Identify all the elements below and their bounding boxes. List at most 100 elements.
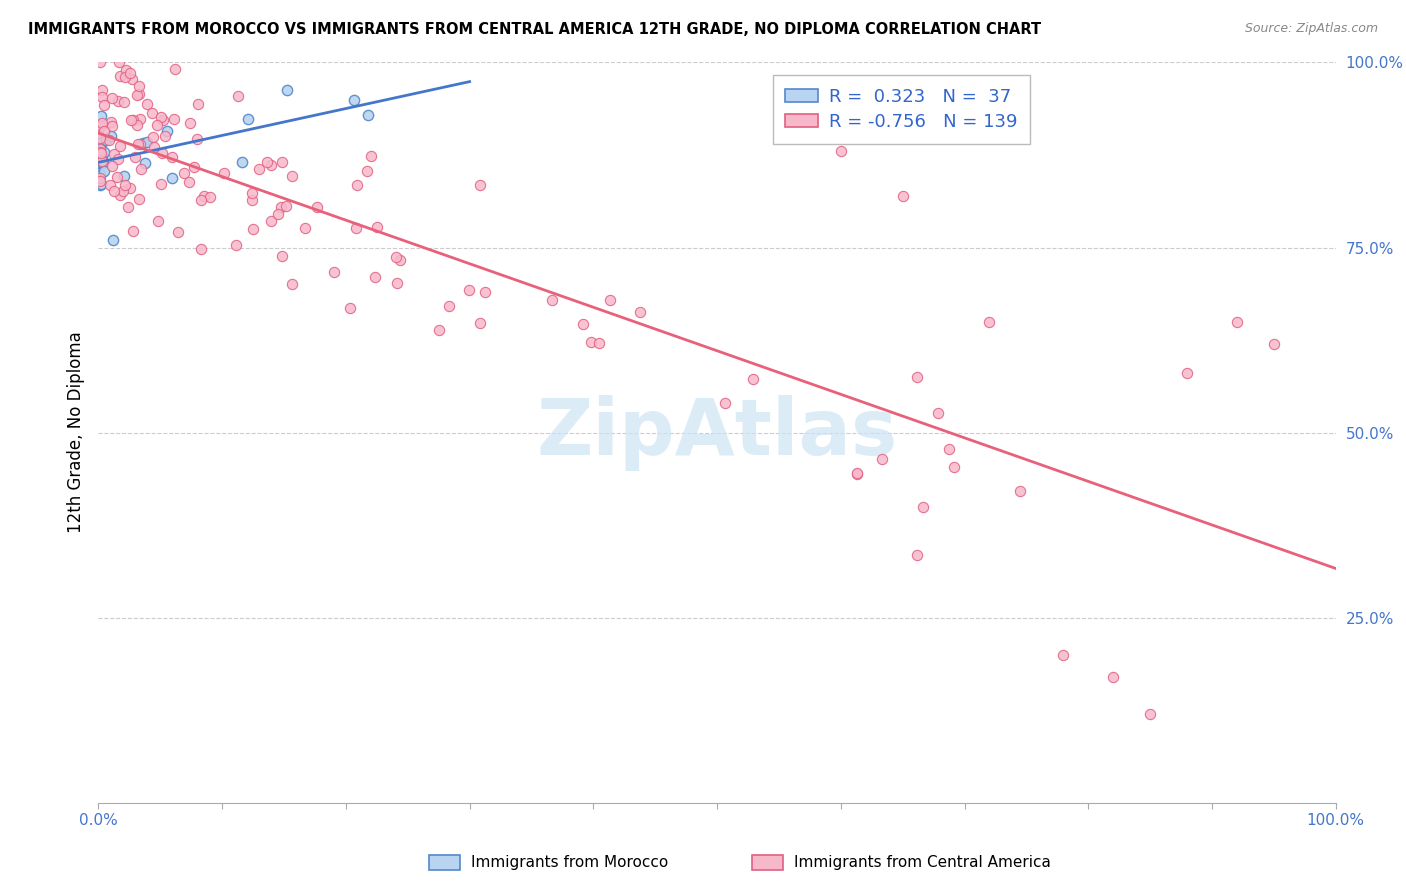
Point	[114, 63, 136, 78]
Point	[714, 396, 737, 410]
Point	[129, 162, 152, 177]
Point	[89, 174, 111, 188]
Point	[212, 166, 235, 180]
Point	[89, 142, 111, 156]
Point	[101, 119, 124, 133]
Point	[124, 150, 146, 164]
Point	[90, 119, 112, 133]
Point	[385, 276, 408, 290]
Point	[87, 145, 110, 160]
Point	[927, 406, 949, 420]
Point	[87, 164, 110, 178]
Point	[100, 114, 122, 128]
Point	[89, 55, 111, 70]
Point	[114, 70, 136, 84]
Point	[260, 158, 283, 172]
Point	[100, 129, 122, 144]
Point	[122, 112, 145, 127]
Point	[226, 88, 249, 103]
Point	[388, 253, 411, 268]
Point	[89, 153, 111, 168]
Point	[305, 200, 328, 214]
Point	[186, 132, 208, 146]
Point	[240, 186, 263, 200]
Point	[150, 177, 173, 191]
Point	[979, 314, 1001, 328]
Point	[356, 164, 378, 178]
Point	[360, 149, 382, 163]
Text: IMMIGRANTS FROM MOROCCO VS IMMIGRANTS FROM CENTRAL AMERICA 12TH GRADE, NO DIPLOM: IMMIGRANTS FROM MOROCCO VS IMMIGRANTS FR…	[28, 22, 1042, 37]
Point	[1175, 367, 1198, 381]
Point	[845, 467, 868, 481]
Point	[1102, 670, 1125, 684]
Point	[128, 193, 150, 207]
Point	[103, 184, 125, 198]
Point	[891, 188, 914, 202]
Point	[146, 214, 169, 228]
Point	[162, 112, 184, 126]
Bar	[429, 855, 460, 870]
Point	[90, 109, 112, 123]
Text: Immigrants from Central America: Immigrants from Central America	[794, 855, 1052, 870]
Point	[108, 55, 131, 70]
Point	[905, 370, 928, 384]
Point	[127, 118, 149, 132]
Point	[89, 144, 111, 158]
Point	[90, 153, 112, 168]
Point	[103, 147, 125, 161]
Point	[107, 152, 129, 166]
Point	[271, 155, 294, 169]
Point	[125, 87, 148, 102]
Point	[112, 169, 135, 184]
Point	[274, 199, 297, 213]
Point	[127, 137, 149, 152]
Point	[190, 242, 212, 256]
Point	[152, 113, 174, 128]
Legend: R =  0.323   N =  37, R = -0.756   N = 139: R = 0.323 N = 37, R = -0.756 N = 139	[773, 75, 1029, 144]
Point	[89, 155, 111, 169]
Bar	[752, 855, 783, 870]
Point	[105, 169, 128, 184]
Point	[145, 119, 167, 133]
Point	[281, 277, 304, 292]
Point	[136, 97, 159, 112]
Point	[385, 250, 408, 264]
Point	[90, 178, 112, 192]
Point	[357, 108, 380, 122]
Point	[107, 95, 129, 109]
Point	[323, 265, 346, 279]
Point	[247, 161, 270, 176]
Point	[256, 154, 278, 169]
Point	[1052, 648, 1074, 662]
Point	[198, 190, 221, 204]
Point	[142, 129, 165, 144]
Point	[242, 222, 264, 236]
Point	[112, 184, 135, 198]
Point	[89, 168, 111, 182]
Point	[1139, 706, 1161, 721]
Point	[339, 301, 361, 316]
Point	[93, 98, 115, 112]
Point	[231, 154, 253, 169]
Point	[90, 154, 112, 169]
Point	[101, 90, 124, 104]
Point	[89, 170, 111, 185]
Point	[468, 178, 491, 193]
Point	[190, 193, 212, 207]
Point	[588, 336, 610, 351]
Point	[870, 451, 893, 466]
Point	[938, 442, 960, 457]
Point	[156, 124, 179, 138]
Point	[89, 172, 111, 186]
Point	[90, 116, 112, 130]
Point	[236, 112, 259, 127]
Point	[93, 145, 115, 159]
Point	[183, 160, 205, 174]
Point	[142, 140, 165, 154]
Point	[90, 150, 112, 164]
Point	[89, 131, 111, 145]
Point	[346, 178, 368, 193]
Point	[470, 316, 492, 330]
Point	[846, 467, 869, 482]
Point	[112, 95, 135, 109]
